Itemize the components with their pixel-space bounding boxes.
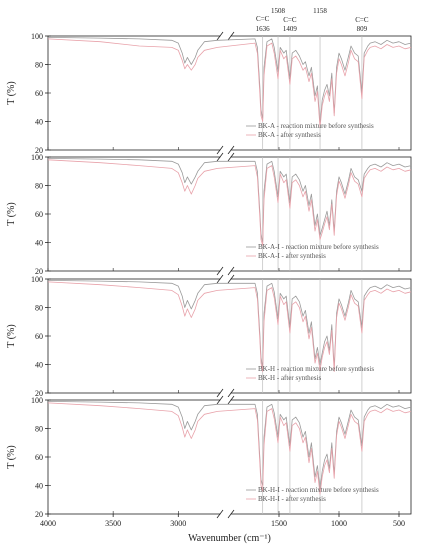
y-tick-label: 40 [35,118,43,127]
legend-entry: BK-H - reaction mixture before synthesis [258,365,374,373]
peak-annotation: C=C [256,15,270,23]
y-axis-title: T (%) [6,324,17,347]
axis-break-mark [216,266,224,276]
y-tick-label: 80 [35,304,43,313]
peak-annotation: 1508 [271,7,286,15]
legend-entry: BK-H-I - after synthesis [258,495,326,503]
axis-break-gap [220,268,231,274]
y-tick-label: 60 [35,332,43,341]
axis-break-mark [216,145,224,155]
axis-break-gap [220,397,231,403]
panel-frame [47,278,412,394]
axis-break-mark [227,274,235,284]
y-tick-label: 20 [35,389,43,398]
spectrum-line-after [47,159,412,246]
peak-annotation: C=C [283,16,297,24]
y-tick-label: 100 [31,396,43,405]
y-tick-label: 100 [31,275,43,284]
y-axis-title: T (%) [6,445,17,468]
y-tick-label: 40 [35,239,43,248]
legend-entry: BK-H-I - reaction mixture before synthes… [258,486,379,494]
y-tick-label: 60 [35,210,43,219]
y-tick-label: 80 [35,425,43,434]
y-tick-label: 20 [35,146,43,155]
panel-frame [47,156,412,272]
y-tick-label: 80 [35,182,43,191]
peak-annotation: 809 [357,25,368,33]
y-axis-title: T (%) [6,202,17,225]
peak-annotation: C=C [355,16,369,24]
axis-break-gap [220,511,231,517]
axis-break-mark [216,31,224,41]
axis-break-mark [216,274,224,284]
axis-break-mark [216,152,224,162]
y-tick-label: 60 [35,89,43,98]
spectrum-line-after [47,38,412,128]
axis-break-gap [220,390,231,396]
y-tick-label: 40 [35,482,43,491]
y-tick-label: 40 [35,361,43,370]
y-tick-label: 80 [35,61,43,70]
axis-break-gap [220,276,231,282]
y-tick-label: 20 [35,267,43,276]
axis-break-mark [227,145,235,155]
x-axis-title: Wavenumber (cm⁻¹) [188,533,271,544]
spectrum-line-before [47,158,412,243]
axis-break-mark [227,388,235,398]
y-axis-title: T (%) [6,81,17,104]
spectrum-line-after [47,281,412,372]
axis-break-mark [216,395,224,405]
legend-entry: BK-H - after synthesis [258,374,321,382]
x-tick-label: 4000 [40,519,56,528]
axis-break-gap [220,154,231,160]
x-tick-label: 500 [393,519,405,528]
spectrum-line-before [47,37,412,125]
x-tick-label: 3500 [105,519,121,528]
axis-break-mark [227,266,235,276]
y-tick-label: 20 [35,510,43,519]
axis-break-gap [220,147,231,153]
y-tick-label: 100 [31,32,43,41]
axis-break-gap [220,33,231,39]
legend-entry: BK-A-I - after synthesis [258,252,326,260]
legend-entry: BK-A - reaction mixture before synthesis [258,122,374,130]
peak-annotation: 1158 [313,7,327,15]
axis-break-mark [216,509,224,519]
x-tick-label: 1000 [331,519,347,528]
spectrum-line-before [47,401,412,489]
axis-break-mark [216,388,224,398]
panel-frame [47,399,412,515]
legend-entry: BK-A-I - reaction mixture before synthes… [258,243,379,251]
axis-break-mark [227,31,235,41]
panel-frame [47,35,412,151]
legend-entry: BK-A - after synthesis [258,131,321,139]
axis-break-mark [227,509,235,519]
axis-break-mark [227,395,235,405]
y-tick-label: 60 [35,453,43,462]
y-tick-label: 100 [31,153,43,162]
x-tick-label: 1500 [271,519,287,528]
spectrum-line-before [47,280,412,368]
spectrum-line-after [47,402,412,495]
x-tick-label: 3000 [170,519,186,528]
peak-annotation: 1409 [283,25,298,33]
peak-annotation: 1636 [256,25,271,33]
axis-break-mark [227,152,235,162]
